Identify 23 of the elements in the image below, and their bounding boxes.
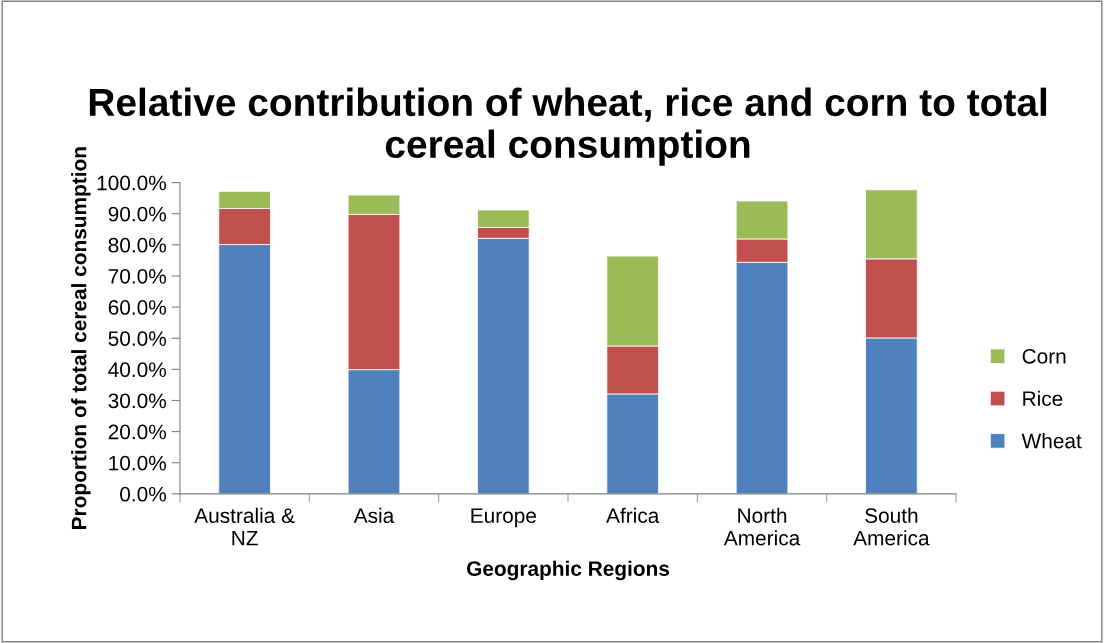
legend-label: Wheat [1021, 433, 1082, 449]
x-tick-label: Australia & NZ [194, 507, 295, 546]
x-tick-label: Africa [606, 507, 660, 524]
y-tick-label: 30.0% [108, 393, 167, 409]
y-tick-label: 90.0% [108, 206, 167, 222]
x-tick-label: Asia [353, 507, 395, 524]
legend-label: Rice [1023, 390, 1063, 407]
y-tick-label: 0.0% [120, 486, 167, 502]
x-tick-label: North America [723, 507, 801, 546]
y-tick-label: 100.0% [97, 175, 167, 191]
x-tick-label: South America [853, 507, 930, 546]
y-axis-title: Proportion of total cereal consumption [71, 147, 91, 529]
chart-title: Relative contribution of wheat, rice and corn to total cereal consumption [89, 87, 1047, 166]
y-tick-label: 10.0% [109, 455, 167, 471]
x-tick-label: Europe [471, 508, 536, 528]
y-tick-label: 80.0% [108, 237, 167, 253]
y-tick-label: 70.0% [108, 268, 167, 284]
y-tick-label: 20.0% [108, 424, 167, 440]
legend-label: Corn [1022, 348, 1066, 364]
y-tick-label: 50.0% [108, 331, 167, 346]
x-axis-title: Geographic Regions [467, 560, 670, 581]
y-tick-label: 40.0% [108, 362, 167, 378]
y-tick-label: 60.0% [108, 300, 167, 315]
